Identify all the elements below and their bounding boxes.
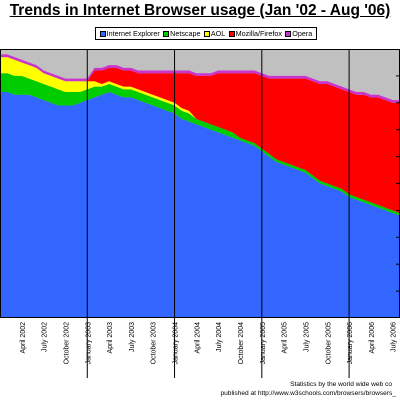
legend-label-ie: Internet Explorer <box>106 29 160 38</box>
area-opera <box>0 54 400 103</box>
x-tick-label: January 2004 <box>173 322 180 365</box>
area-internet-explorer <box>0 92 400 318</box>
x-tick-label: July 2004 <box>216 322 223 352</box>
x-tick-label: April 2002 <box>20 322 27 354</box>
legend-swatch-firefox <box>228 30 235 37</box>
x-tick-label: April 2003 <box>107 322 114 354</box>
legend-label-opera: Opera <box>292 29 313 38</box>
x-tick-label: October 2004 <box>238 322 245 365</box>
x-tick-label: July 2002 <box>42 322 49 352</box>
legend-item-opera: Opera <box>285 29 312 38</box>
x-tick-label: April 2006 <box>369 322 376 354</box>
x-tick-label: January 2003 <box>85 322 92 365</box>
x-tick-label: October 2002 <box>63 322 70 365</box>
x-tick-label: July 2003 <box>129 322 136 352</box>
legend-label-netscape: Netscape <box>170 29 201 38</box>
area-netscape <box>0 73 400 216</box>
legend-swatch-netscape <box>163 30 170 37</box>
legend-label-firefox: Mozilla/Firefox <box>235 29 282 38</box>
x-tick-label: July 2006 <box>391 322 398 352</box>
chart-legend: Internet Explorer Netscape AOL Mozilla/F… <box>95 27 317 40</box>
legend-item-aol: AOL <box>203 29 226 38</box>
x-tick-label: April 2004 <box>194 322 201 354</box>
area-mozilla-firefox <box>0 57 400 214</box>
x-tick-label: January 2005 <box>260 322 267 365</box>
chart-title: Trends in Internet Browser usage (Jan '0… <box>9 2 391 19</box>
area-aol <box>0 57 400 214</box>
footer-credit: Statistics by the world wide web co <box>290 381 392 388</box>
x-tick-label: April 2005 <box>282 322 289 354</box>
legend-item-firefox: Mozilla/Firefox <box>228 29 282 38</box>
legend-item-ie: Internet Explorer <box>99 29 160 38</box>
footer-source: published at http://www.w3schools.com/br… <box>220 390 396 397</box>
x-tick-label: January 2006 <box>347 322 354 365</box>
x-tick-label: October 2005 <box>325 322 332 365</box>
legend-swatch-aol <box>203 30 210 37</box>
legend-label-aol: AOL <box>210 29 226 38</box>
legend-swatch-opera <box>285 30 292 37</box>
x-tick-label: October 2003 <box>151 322 158 365</box>
legend-item-netscape: Netscape <box>163 29 201 38</box>
x-tick-label: July 2005 <box>303 322 310 352</box>
legend-swatch-ie <box>99 30 106 37</box>
